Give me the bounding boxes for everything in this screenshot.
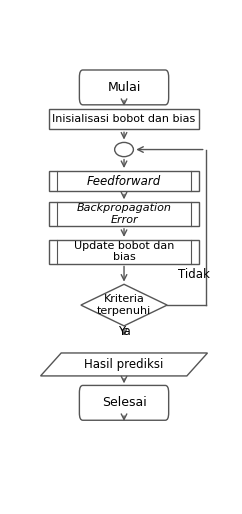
Ellipse shape bbox=[115, 142, 133, 157]
Text: Mulai: Mulai bbox=[107, 81, 141, 94]
Text: Hasil prediksi: Hasil prediksi bbox=[84, 358, 164, 371]
FancyBboxPatch shape bbox=[79, 70, 169, 105]
Text: Selesai: Selesai bbox=[102, 396, 146, 409]
Bar bbox=[49, 240, 199, 264]
Text: Inisialisasi bobot dan bias: Inisialisasi bobot dan bias bbox=[53, 114, 196, 124]
Text: Tidak: Tidak bbox=[178, 268, 210, 281]
Bar bbox=[49, 109, 199, 130]
Text: Feedforward: Feedforward bbox=[87, 175, 161, 188]
Bar bbox=[49, 202, 199, 226]
Polygon shape bbox=[41, 353, 207, 376]
Bar bbox=[49, 171, 199, 192]
Polygon shape bbox=[81, 284, 167, 326]
FancyBboxPatch shape bbox=[79, 386, 169, 420]
Text: Kriteria
terpenuhi: Kriteria terpenuhi bbox=[97, 295, 151, 316]
Text: Update bobot dan
bias: Update bobot dan bias bbox=[74, 241, 174, 263]
Text: Backpropagation
Error: Backpropagation Error bbox=[76, 203, 172, 225]
Text: Ya: Ya bbox=[118, 325, 130, 339]
